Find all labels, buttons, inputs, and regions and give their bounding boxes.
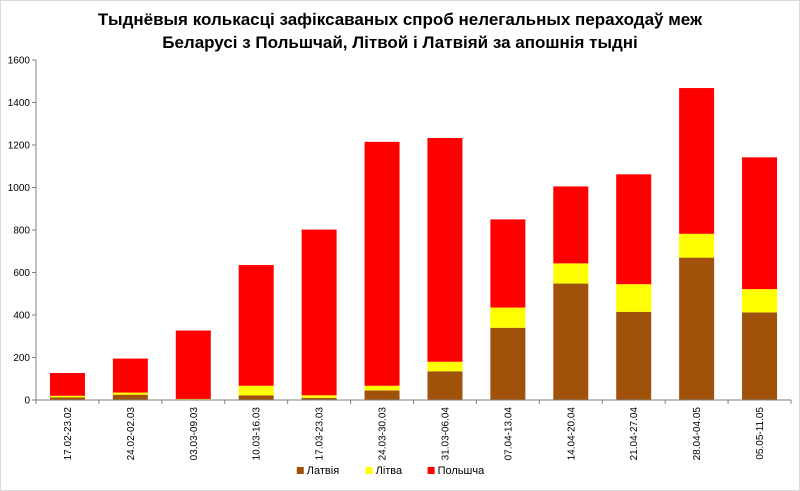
legend-swatch [427, 467, 435, 474]
bar-segment-0 [112, 394, 148, 400]
bar-segment-2 [427, 137, 463, 362]
bar-segment-1 [553, 263, 589, 284]
bars-group [49, 88, 778, 400]
bar-segment-1 [679, 233, 715, 258]
y-tick-label: 1400 [8, 98, 31, 109]
bar-segment-2 [553, 186, 589, 264]
y-tick-label: 800 [13, 226, 30, 237]
x-tick-label: 24.02-02.03 [126, 407, 137, 461]
y-tick-label: 1200 [8, 141, 31, 152]
bar-segment-0 [364, 390, 400, 400]
bar-segment-1 [49, 395, 85, 398]
chart-title-line-1: Тыднёвыя колькасці зафіксаваных спроб не… [97, 10, 703, 29]
y-tick-label: 0 [24, 396, 30, 407]
y-tick-label: 200 [13, 353, 30, 364]
bar-segment-0 [49, 397, 85, 400]
x-tick-label: 14.04-20.04 [566, 407, 577, 461]
x-tick-label: 17.03-23.03 [315, 407, 326, 461]
x-axis: 17.02-23.02 24.02-02.03 03.03-09.03 10.03-1… [35, 399, 792, 461]
y-tick-label: 1000 [8, 183, 31, 194]
chart-title-line-2: Беларусі з Польшчай, Літвой і Латвіяй за… [162, 33, 638, 52]
x-tick-label: 21.04-27.04 [629, 407, 640, 461]
bar-segment-1 [427, 361, 463, 372]
bar-segment-2 [364, 141, 400, 386]
bar-segment-0 [490, 327, 526, 400]
x-tick-label: 24.03-30.03 [378, 407, 389, 461]
legend-label: Літва [376, 465, 403, 477]
y-tick-label: 1600 [8, 56, 31, 67]
bar-segment-2 [301, 229, 337, 396]
bar-segment-0 [679, 257, 715, 400]
bar-segment-2 [679, 88, 715, 234]
y-tick-label: 600 [13, 268, 30, 279]
bar-segment-2 [112, 358, 148, 393]
bar-segment-2 [49, 373, 85, 396]
bar-segment-1 [238, 385, 274, 396]
bar-segment-2 [616, 174, 652, 285]
bar-segment-1 [742, 289, 778, 313]
x-tick-label: 07.04-13.04 [503, 407, 514, 461]
y-tick-label: 400 [13, 311, 30, 322]
legend-label: Польшча [438, 465, 485, 477]
legend-swatch [365, 467, 373, 474]
y-axis: 0 200 400 600 800 1000 1200 1400 1600 [8, 56, 37, 407]
bar-segment-0 [742, 312, 778, 400]
bar-segment-1 [112, 392, 148, 395]
bar-segment-0 [553, 283, 589, 400]
legend-swatch [296, 467, 304, 474]
bar-segment-0 [427, 371, 463, 400]
x-tick-label: 03.03-09.03 [189, 407, 200, 461]
x-tick-label: 17.02-23.02 [63, 407, 74, 461]
legend-label: Латвія [307, 465, 339, 477]
x-tick-label: 31.03-06.04 [440, 407, 451, 461]
legend: Латвія Літва Польшча [296, 465, 485, 477]
bar-segment-2 [175, 330, 211, 399]
bar-segment-0 [238, 395, 274, 400]
x-tick-label: 05.05-11.05 [755, 407, 766, 460]
x-tick-label: 10.03-16.03 [252, 407, 263, 461]
bar-segment-0 [616, 311, 652, 400]
x-tick-label: 28.04-04.05 [692, 407, 703, 461]
bar-segment-1 [616, 284, 652, 312]
bar-segment-1 [364, 385, 400, 391]
chart-title: Тыднёвыя колькасці зафіксаваных спроб не… [0, 8, 800, 54]
bar-segment-1 [301, 395, 337, 398]
bar-segment-2 [742, 157, 778, 290]
bar-segment-2 [238, 265, 274, 386]
bar-segment-1 [490, 307, 526, 328]
bar-segment-0 [301, 397, 337, 400]
bar-segment-2 [490, 219, 526, 308]
